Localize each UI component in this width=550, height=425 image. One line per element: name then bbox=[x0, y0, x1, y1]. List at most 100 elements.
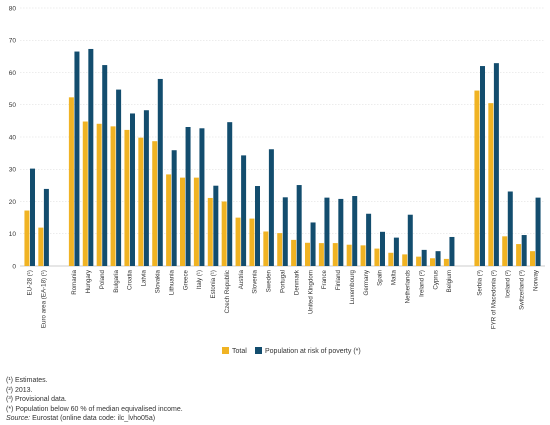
bar-total-1 bbox=[38, 227, 44, 266]
x-category-label: Croatia bbox=[127, 269, 134, 290]
x-category-label: Slovenia bbox=[252, 269, 259, 293]
x-category-label: Luxembourg bbox=[349, 269, 356, 304]
x-category-label: Poland bbox=[99, 269, 106, 289]
x-category-label: Italy (¹) bbox=[196, 270, 203, 289]
x-category-label: Greece bbox=[182, 269, 189, 290]
footnote-provisional: (³) Provisional data. bbox=[6, 396, 67, 404]
bar-total-12 bbox=[207, 197, 213, 266]
bar-at-risk-31 bbox=[493, 63, 499, 267]
bar-total-9 bbox=[166, 174, 172, 266]
bar-at-risk-4 bbox=[102, 65, 108, 266]
bar-total-10 bbox=[180, 177, 185, 266]
bar-at-risk-32 bbox=[507, 191, 513, 266]
x-category-label: FYR of Macedonia (²) bbox=[491, 270, 498, 329]
x-category-label: Slovakia bbox=[155, 269, 162, 293]
bar-total-22 bbox=[346, 244, 352, 266]
bar-total-16 bbox=[263, 231, 269, 266]
x-category-label: Iceland (²) bbox=[505, 270, 512, 298]
bar-at-risk-6 bbox=[130, 113, 135, 267]
bar-at-risk-15 bbox=[255, 186, 260, 266]
footnote-poverty-definition: (*) Population below 60 % of median equi… bbox=[6, 405, 183, 413]
footnote-estimates: (¹) Estimates. bbox=[6, 377, 48, 384]
x-category-label: Euro area (EA-18) (¹) bbox=[41, 270, 48, 328]
bar-at-risk-34 bbox=[535, 197, 541, 266]
x-category-label: Finland bbox=[335, 269, 342, 290]
bar-total-27 bbox=[416, 256, 422, 266]
y-tick-label: 0 bbox=[12, 263, 16, 270]
x-category-label: Denmark bbox=[293, 269, 300, 295]
source-label: Source: bbox=[6, 415, 31, 423]
bar-at-risk-7 bbox=[143, 110, 149, 266]
bar-at-risk-9 bbox=[171, 150, 177, 266]
x-category-label: EU-28 (¹) bbox=[27, 270, 34, 295]
bar-total-4 bbox=[96, 123, 102, 266]
y-tick-label: 30 bbox=[9, 167, 17, 174]
bar-total-26 bbox=[402, 254, 408, 266]
bar-at-risk-30 bbox=[480, 66, 485, 266]
x-category-label: Austria bbox=[238, 269, 245, 289]
bar-at-risk-24 bbox=[380, 231, 385, 266]
bar-total-3 bbox=[82, 121, 88, 267]
x-category-label: Lithuania bbox=[168, 269, 175, 295]
x-category-label: Belgium bbox=[446, 270, 453, 292]
source-line: Source: Eurostat (online data code: ilc_… bbox=[6, 414, 546, 424]
bar-at-risk-21 bbox=[338, 198, 344, 266]
x-category-label: Bulgaria bbox=[113, 269, 120, 292]
bar-total-17 bbox=[277, 233, 283, 266]
bar-at-risk-3 bbox=[88, 48, 94, 267]
x-category-label: Malta bbox=[391, 269, 398, 285]
y-tick-label: 20 bbox=[9, 199, 17, 206]
bar-total-34 bbox=[530, 251, 535, 266]
bar-at-risk-23 bbox=[366, 213, 372, 266]
bar-at-risk-5 bbox=[116, 89, 122, 266]
x-category-label: Germany bbox=[363, 269, 370, 295]
x-category-label: Romania bbox=[71, 269, 78, 294]
bar-total-30 bbox=[474, 90, 480, 266]
bar-at-risk-12 bbox=[213, 185, 219, 266]
bar-total-24 bbox=[374, 248, 380, 266]
x-category-label: Sweden bbox=[266, 269, 273, 292]
bar-at-risk-0 bbox=[30, 168, 35, 266]
x-category-label: Norway bbox=[532, 269, 539, 291]
bar-at-risk-29 bbox=[449, 236, 455, 266]
bar-at-risk-20 bbox=[324, 197, 330, 266]
bar-at-risk-18 bbox=[296, 185, 302, 266]
bars bbox=[24, 48, 541, 267]
bar-total-19 bbox=[305, 242, 310, 266]
y-tick-label: 80 bbox=[9, 5, 17, 12]
x-category-label: Portugal bbox=[280, 270, 287, 293]
bar-at-risk-13 bbox=[227, 122, 233, 266]
x-category-label: Latvia bbox=[141, 269, 148, 286]
footnotes: (¹) Estimates. (²) 2013. (³) Provisional… bbox=[6, 376, 546, 424]
x-category-label: Spain bbox=[377, 269, 384, 285]
legend-label-total: Total bbox=[232, 348, 247, 355]
bar-total-21 bbox=[332, 243, 338, 266]
bar-total-28 bbox=[430, 258, 435, 266]
x-category-label: Hungary bbox=[85, 269, 92, 293]
x-category-label: Czech Republic bbox=[224, 270, 231, 313]
source-text: Eurostat (online data code: ilc_lvho05a) bbox=[32, 415, 156, 423]
bar-total-5 bbox=[110, 126, 116, 266]
y-tick-label: 70 bbox=[9, 38, 17, 45]
x-category-label: Serbia (³) bbox=[477, 270, 484, 296]
bar-at-risk-27 bbox=[421, 249, 427, 267]
bar-total-14 bbox=[235, 217, 241, 267]
bar-total-2 bbox=[68, 97, 74, 266]
bar-at-risk-10 bbox=[185, 127, 191, 266]
y-tick-label: 50 bbox=[9, 102, 17, 109]
bar-at-risk-2 bbox=[74, 51, 80, 266]
legend: Total Population at risk of poverty (*) bbox=[222, 347, 361, 355]
bar-at-risk-28 bbox=[435, 251, 441, 266]
bar-total-11 bbox=[193, 177, 199, 266]
gridlines bbox=[20, 7, 545, 267]
bar-at-risk-16 bbox=[268, 149, 274, 266]
category-labels: EU-28 (¹) Euro area (EA-18) (¹) Romania Hun… bbox=[27, 269, 540, 329]
legend-label-at-risk-of-poverty: Population at risk of poverty (*) bbox=[265, 348, 361, 355]
bar-total-8 bbox=[152, 141, 158, 266]
bar-at-risk-14 bbox=[241, 155, 247, 266]
legend-swatch-at-risk-of-poverty bbox=[255, 347, 262, 354]
x-category-label: Cyprus bbox=[432, 270, 439, 290]
y-tick-label: 10 bbox=[9, 231, 17, 238]
x-category-label: Netherlands bbox=[405, 270, 412, 303]
x-category-label: France bbox=[321, 269, 328, 289]
